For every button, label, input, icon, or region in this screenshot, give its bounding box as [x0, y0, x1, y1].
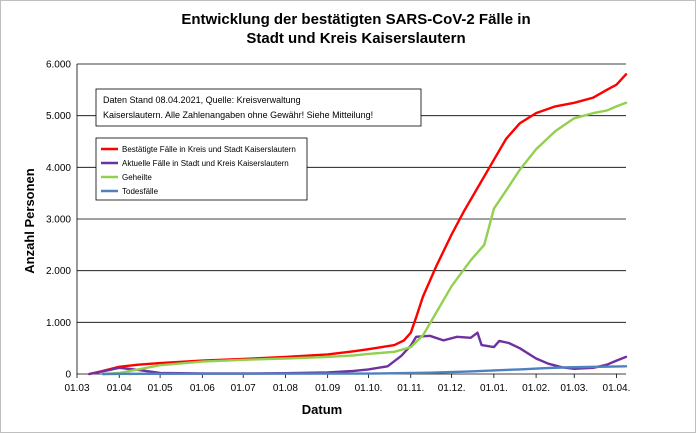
- x-tick-label: 01.08: [273, 383, 298, 394]
- y-tick-label: 3.000: [46, 215, 71, 226]
- x-tick-label: 01.01.: [480, 383, 508, 394]
- series-lines: [88, 73, 628, 376]
- x-axis-title: Datum: [302, 402, 342, 417]
- chart-title-line2: Stadt und Kreis Kaiserslautern: [246, 30, 465, 47]
- y-tick-label: 5.000: [46, 111, 71, 122]
- y-tick-label: 2.000: [46, 266, 71, 277]
- legend-label: Todesfälle: [122, 187, 159, 196]
- y-tick-label: 0: [65, 370, 71, 381]
- legend-frame: [95, 137, 308, 201]
- x-tick-label: 01.05: [148, 383, 173, 394]
- x-tick-label: 01.11.: [397, 383, 424, 394]
- x-tick-label: 01.07: [231, 383, 256, 394]
- x-tick-label: 01.02.: [522, 383, 550, 394]
- y-tick-label: 4.000: [46, 163, 71, 174]
- source-note-box: Daten Stand 08.04.2021, Quelle: Kreisver…: [95, 88, 422, 127]
- source-note-line2: Kaiserslautern. Alle Zahlenangaben ohne …: [103, 110, 373, 120]
- x-tick-label: 01.03.: [560, 383, 588, 394]
- chart-title-line1: Entwicklung der bestätigten SARS-CoV-2 F…: [181, 11, 530, 28]
- x-tick-label: 01.04.: [603, 383, 631, 394]
- y-tick-label: 6.000: [46, 60, 71, 71]
- legend-label: Bestätigte Fälle in Kreis und Stadt Kais…: [122, 145, 296, 154]
- legend-label: Geheilte: [122, 173, 152, 182]
- x-tick-label: 01.03: [64, 383, 89, 394]
- series-line-geheilte: [101, 101, 628, 376]
- x-tick-label: 01.06: [190, 383, 215, 394]
- y-tick-label: 1.000: [46, 318, 71, 329]
- x-tick-labels: 01.03 01.04 01.05 01.06 01.07 01.08 01.09 01.10…: [64, 383, 630, 394]
- x-tick-label: 01.10.: [355, 383, 383, 394]
- y-tick-labels: 0 1.000 2.000 3.000 4.000 5.000 6.000: [46, 60, 71, 381]
- legend-label: Aktuelle Fälle in Stadt und Kreis Kaiser…: [122, 159, 289, 168]
- x-tick-label: 01.09: [315, 383, 340, 394]
- series-line-todesfalle: [101, 365, 628, 376]
- legend: Bestätigte Fälle in Kreis und Stadt Kais…: [95, 137, 308, 201]
- x-tick-label: 01.12.: [438, 383, 466, 394]
- source-note-line1: Daten Stand 08.04.2021, Quelle: Kreisver…: [103, 95, 301, 105]
- y-axis-title: Anzahl Personen: [22, 168, 37, 274]
- source-note-frame: [95, 88, 422, 127]
- x-tick-label: 01.04: [107, 383, 132, 394]
